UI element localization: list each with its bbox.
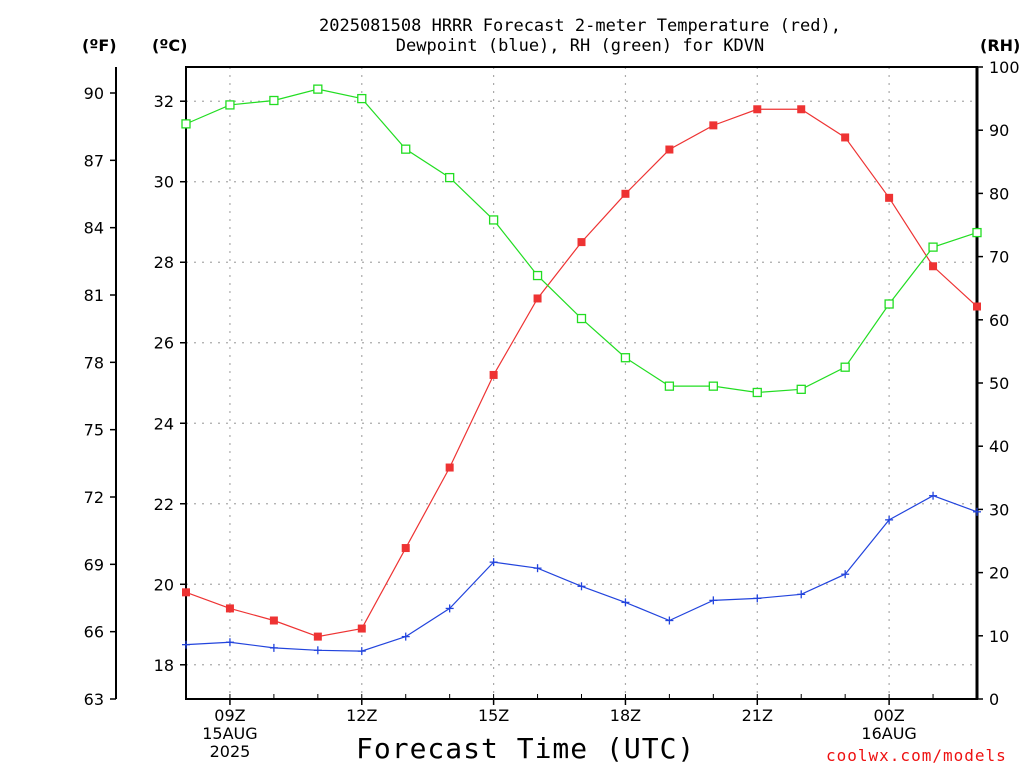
fahrenheit-tick-label: 81 bbox=[84, 286, 104, 305]
temperature-point bbox=[709, 121, 718, 130]
plot-frame bbox=[185, 66, 978, 700]
rh-tick-label: 90 bbox=[989, 121, 1009, 140]
rh-point bbox=[445, 172, 455, 183]
rh-point bbox=[313, 84, 323, 94]
rh-tick-label: 80 bbox=[989, 184, 1009, 203]
celsius-tick-label: 18 bbox=[154, 656, 174, 675]
rh-point bbox=[884, 299, 894, 309]
title-line-2: Dewpoint (blue), RH (green) for KDVN bbox=[395, 36, 765, 56]
fahrenheit-axis-label: (ºF) bbox=[82, 36, 117, 55]
temperature-point bbox=[753, 105, 762, 114]
x-tick-label: 16AUG bbox=[861, 724, 916, 743]
x-tick-label: 18Z bbox=[610, 706, 641, 725]
fahrenheit-tick-label: 90 bbox=[84, 84, 104, 103]
temperature-point bbox=[357, 624, 366, 633]
rh-point bbox=[181, 119, 191, 129]
temperature-point bbox=[225, 604, 234, 613]
x-tick-label: 00Z bbox=[873, 706, 904, 725]
temperature-point bbox=[665, 145, 674, 154]
celsius-tick-label: 26 bbox=[154, 334, 174, 353]
x-tick-label: 15AUG bbox=[202, 724, 257, 743]
x-tick-label: 21Z bbox=[742, 706, 773, 725]
rh-point bbox=[269, 95, 279, 106]
fahrenheit-tick-label: 63 bbox=[84, 690, 104, 709]
temperature-point bbox=[489, 370, 498, 379]
rh-tick-label: 20 bbox=[989, 564, 1009, 583]
celsius-tick-label: 20 bbox=[154, 575, 174, 594]
credit-text: coolwx.com/models bbox=[826, 746, 1007, 765]
fahrenheit-tick-label: 69 bbox=[84, 555, 104, 574]
temperature-point bbox=[533, 294, 542, 303]
fahrenheit-tick-label: 72 bbox=[84, 488, 104, 507]
celsius-tick-label: 24 bbox=[154, 414, 174, 433]
fahrenheit-tick-label: 66 bbox=[84, 623, 104, 642]
celsius-tick-label: 28 bbox=[154, 253, 174, 272]
temperature-point bbox=[577, 238, 586, 247]
fahrenheit-tick-label: 75 bbox=[84, 421, 104, 440]
temperature-point bbox=[269, 616, 278, 625]
dewpoint-series-line bbox=[185, 495, 978, 652]
chart-title: 2025081508 HRRR Forecast 2-meter Tempera… bbox=[200, 16, 960, 56]
rh-point bbox=[972, 227, 982, 238]
rh-tick-label: 70 bbox=[989, 248, 1009, 267]
fahrenheit-tick-label: 84 bbox=[84, 219, 104, 238]
x-tick-label: 12Z bbox=[346, 706, 377, 725]
rh-point bbox=[401, 144, 411, 154]
rh-point bbox=[532, 270, 543, 281]
rh-point bbox=[664, 381, 675, 391]
rh-axis-label: (RH) bbox=[980, 36, 1021, 55]
temperature-point bbox=[182, 588, 190, 597]
rh-tick-label: 0 bbox=[989, 690, 999, 709]
temperature-point bbox=[929, 262, 938, 271]
x-tick-label: 09Z bbox=[214, 706, 245, 725]
rh-tick-label: 100 bbox=[989, 58, 1020, 77]
temperature-point bbox=[797, 105, 806, 114]
x-tick-label: 15Z bbox=[478, 706, 509, 725]
rh-point bbox=[796, 384, 806, 394]
rh-point bbox=[488, 215, 499, 225]
rh-tick-label: 30 bbox=[989, 500, 1009, 519]
celsius-axis-label: (ºC) bbox=[152, 36, 188, 55]
rh-tick-label: 50 bbox=[989, 374, 1009, 393]
rh-point bbox=[225, 100, 235, 110]
celsius-tick-label: 30 bbox=[154, 173, 174, 192]
temperature-point bbox=[841, 133, 850, 142]
celsius-tick-label: 22 bbox=[154, 495, 174, 514]
fahrenheit-tick-label: 78 bbox=[84, 353, 104, 372]
rh-point bbox=[576, 313, 587, 324]
x-axis-title: Forecast Time (UTC) bbox=[356, 732, 696, 765]
temperature-point bbox=[621, 189, 630, 198]
rh-point bbox=[840, 362, 850, 372]
rh-tick-label: 60 bbox=[989, 311, 1009, 330]
temperature-point bbox=[885, 193, 894, 202]
temperature-point bbox=[401, 544, 410, 553]
title-line-1: 2025081508 HRRR Forecast 2-meter Tempera… bbox=[319, 16, 841, 36]
rh-point bbox=[708, 381, 718, 391]
fahrenheit-tick-label: 87 bbox=[84, 151, 104, 170]
rh-point bbox=[620, 353, 631, 363]
rh-tick-label: 10 bbox=[989, 627, 1009, 646]
temperature-point bbox=[445, 463, 454, 472]
rh-tick-label: 40 bbox=[989, 437, 1009, 456]
celsius-tick-label: 32 bbox=[154, 92, 174, 111]
rh-point bbox=[357, 93, 367, 104]
rh-point bbox=[928, 242, 938, 252]
temperature-point bbox=[313, 632, 322, 641]
rh-point bbox=[752, 387, 762, 398]
temperature-point bbox=[973, 302, 981, 311]
x-tick-label: 2025 bbox=[210, 742, 251, 761]
